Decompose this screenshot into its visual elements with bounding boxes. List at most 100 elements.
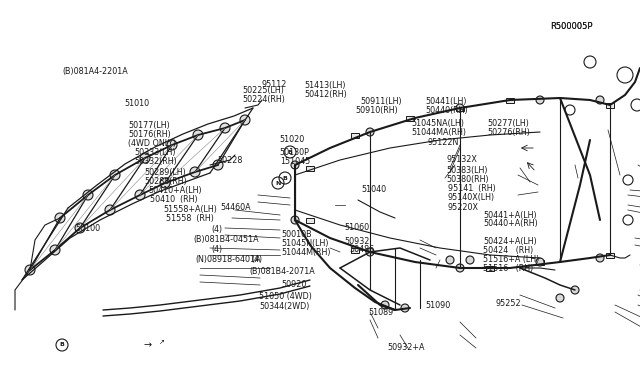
Text: 95132X: 95132X (447, 155, 477, 164)
Text: 50176(RH): 50176(RH) (128, 130, 171, 139)
Circle shape (466, 256, 474, 264)
Circle shape (140, 153, 150, 163)
Bar (606, 103, 614, 108)
Text: 50911(LH): 50911(LH) (360, 97, 402, 106)
Circle shape (220, 123, 230, 133)
Circle shape (50, 245, 60, 255)
Circle shape (536, 258, 544, 266)
Text: 51558+A(LH): 51558+A(LH) (163, 205, 217, 214)
Circle shape (193, 130, 203, 140)
Text: 50224(RH): 50224(RH) (242, 95, 285, 104)
Text: 51089: 51089 (368, 308, 393, 317)
Bar (406, 115, 414, 121)
Text: 51060: 51060 (344, 223, 369, 232)
Text: 50410+A(LH): 50410+A(LH) (148, 186, 202, 195)
Text: 50441+A(LH): 50441+A(LH) (483, 211, 537, 219)
Text: 95122N: 95122N (428, 138, 459, 147)
Circle shape (25, 265, 35, 275)
Text: 51045N(LH): 51045N(LH) (282, 239, 329, 248)
Circle shape (381, 301, 389, 309)
Text: 50383(LH): 50383(LH) (447, 166, 488, 175)
Text: (4WD ONLY): (4WD ONLY) (128, 139, 176, 148)
Text: 50344(2WD): 50344(2WD) (259, 302, 310, 311)
Circle shape (536, 96, 544, 104)
Circle shape (456, 104, 464, 112)
Text: 50412(RH): 50412(RH) (305, 90, 348, 99)
Text: 51020: 51020 (279, 135, 304, 144)
Bar (351, 132, 359, 138)
Text: 50440+A(RH): 50440+A(RH) (483, 219, 538, 228)
Text: 50920: 50920 (282, 280, 307, 289)
Text: 51090: 51090 (426, 301, 451, 310)
Circle shape (105, 205, 115, 215)
Circle shape (596, 254, 604, 262)
Text: 51413(LH): 51413(LH) (305, 81, 346, 90)
Text: 50130P: 50130P (280, 148, 310, 157)
Circle shape (556, 294, 564, 302)
Text: R500005P: R500005P (550, 22, 593, 31)
Text: 51516+A (LH): 51516+A (LH) (483, 255, 540, 264)
Text: 50332(RH): 50332(RH) (134, 157, 177, 166)
Text: 50289(LH): 50289(LH) (144, 168, 186, 177)
Text: (4): (4) (251, 255, 262, 264)
Text: 50228: 50228 (218, 156, 243, 165)
Bar (506, 97, 514, 103)
Text: B: B (287, 150, 292, 154)
Text: 95140X(LH): 95140X(LH) (448, 193, 495, 202)
Circle shape (596, 96, 604, 104)
Text: →: → (144, 340, 152, 350)
Text: (B)081A4-2201A: (B)081A4-2201A (63, 67, 129, 76)
Text: 51050 (4WD): 51050 (4WD) (259, 292, 312, 301)
Text: 95141  (RH): 95141 (RH) (448, 185, 496, 193)
Bar (351, 247, 359, 253)
Text: 50288(RH): 50288(RH) (144, 177, 187, 186)
Text: 51040: 51040 (362, 185, 387, 194)
Text: 50333(LH): 50333(LH) (134, 148, 176, 157)
Bar (606, 253, 614, 257)
Bar (306, 166, 314, 170)
Circle shape (446, 256, 454, 264)
Text: B: B (60, 343, 65, 347)
Circle shape (366, 128, 374, 136)
Text: ↗: ↗ (159, 339, 165, 345)
Text: 50441(LH): 50441(LH) (426, 97, 467, 106)
Text: (B)081B4-0451A: (B)081B4-0451A (193, 235, 259, 244)
Text: 51045NA(LH): 51045NA(LH) (412, 119, 465, 128)
Circle shape (366, 248, 374, 256)
Text: 54460A: 54460A (221, 203, 252, 212)
Text: B: B (283, 176, 287, 180)
Text: 50410  (RH): 50410 (RH) (150, 195, 198, 204)
Circle shape (160, 178, 170, 188)
Circle shape (401, 304, 409, 312)
Text: (4): (4) (211, 246, 222, 254)
Bar (306, 218, 314, 222)
Text: R500005P: R500005P (550, 22, 593, 31)
Text: 50177(LH): 50177(LH) (128, 121, 170, 130)
Text: 50932+A: 50932+A (387, 343, 425, 352)
Text: 51044MA(RH): 51044MA(RH) (412, 128, 467, 137)
Text: 51044M(RH): 51044M(RH) (282, 248, 331, 257)
Text: 50277(LH): 50277(LH) (488, 119, 529, 128)
Circle shape (55, 213, 65, 223)
Text: 50424   (RH): 50424 (RH) (483, 246, 534, 255)
Text: 50424+A(LH): 50424+A(LH) (483, 237, 537, 246)
Text: 50380(RH): 50380(RH) (447, 175, 490, 184)
Circle shape (75, 223, 85, 233)
Text: 51516   (RH): 51516 (RH) (483, 264, 534, 273)
Bar (536, 260, 544, 264)
Circle shape (135, 190, 145, 200)
Bar (486, 266, 494, 270)
Text: 50486: 50486 (349, 246, 374, 254)
Circle shape (240, 115, 250, 125)
Text: 95252: 95252 (496, 299, 522, 308)
Circle shape (167, 140, 177, 150)
Text: 95112: 95112 (261, 80, 287, 89)
Text: 151045: 151045 (280, 157, 310, 166)
Text: 51010: 51010 (125, 99, 150, 108)
Circle shape (213, 160, 223, 170)
Circle shape (456, 264, 464, 272)
Text: 50010B: 50010B (282, 230, 312, 239)
Text: 95220X: 95220X (448, 203, 479, 212)
Text: (4): (4) (211, 225, 222, 234)
Circle shape (83, 190, 93, 200)
